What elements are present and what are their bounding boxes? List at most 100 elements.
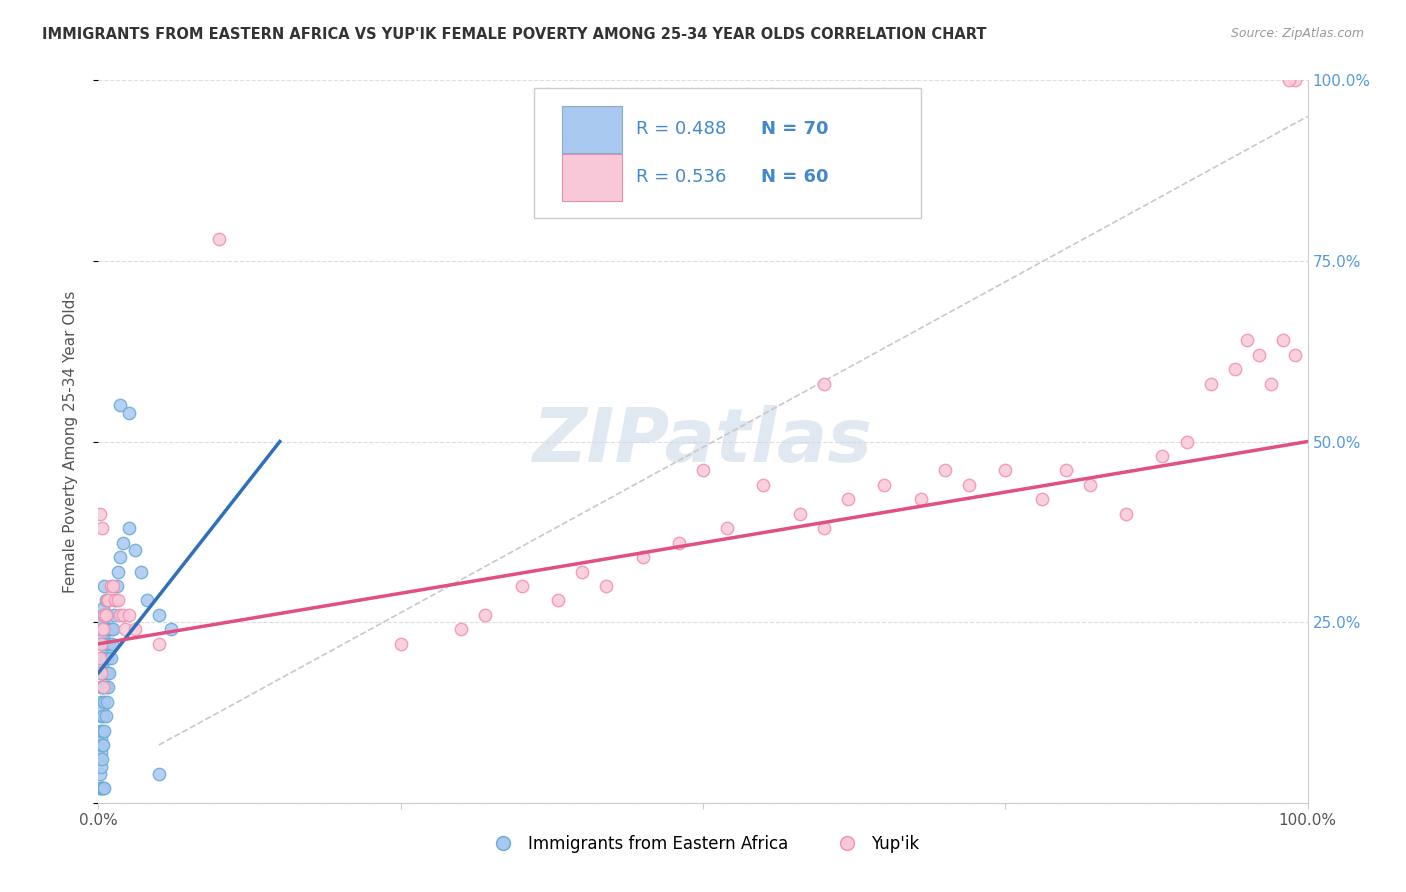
Point <box>135 593 157 607</box>
Point <box>91 600 114 615</box>
Point <box>114 623 136 637</box>
Point <box>96 695 118 709</box>
Point <box>752 478 775 492</box>
Text: R = 0.488: R = 0.488 <box>637 120 727 137</box>
Point <box>90 709 112 723</box>
Point <box>813 376 835 391</box>
Point <box>97 651 120 665</box>
Point <box>94 593 117 607</box>
Point <box>89 752 111 766</box>
Point <box>94 680 117 694</box>
Point <box>105 579 128 593</box>
Point <box>160 623 183 637</box>
Point <box>97 593 120 607</box>
Text: N = 60: N = 60 <box>761 168 828 186</box>
Point <box>100 623 122 637</box>
Point <box>91 615 114 630</box>
Point <box>100 579 122 593</box>
Point <box>91 723 114 738</box>
Point <box>111 535 134 549</box>
Y-axis label: Female Poverty Among 25-34 Year Olds: Female Poverty Among 25-34 Year Olds <box>63 291 77 592</box>
Point <box>101 623 124 637</box>
Point <box>1223 362 1246 376</box>
Point <box>91 781 114 796</box>
Point <box>1031 492 1053 507</box>
Point <box>90 680 112 694</box>
Text: N = 70: N = 70 <box>761 120 828 137</box>
Point <box>104 593 127 607</box>
Point <box>91 623 114 637</box>
Point <box>1272 334 1295 348</box>
Point <box>96 665 118 680</box>
Point <box>90 665 112 680</box>
Text: ZIPatlas: ZIPatlas <box>533 405 873 478</box>
Point <box>1054 463 1077 477</box>
Point <box>93 695 115 709</box>
Point <box>957 478 980 492</box>
Point <box>90 651 112 665</box>
Point <box>111 607 134 622</box>
Point <box>118 406 141 420</box>
Point <box>692 463 714 477</box>
Point <box>148 637 170 651</box>
Point <box>129 565 152 579</box>
Point <box>789 507 811 521</box>
Point <box>716 521 738 535</box>
Point <box>91 637 114 651</box>
Point <box>90 731 112 745</box>
Point <box>94 623 117 637</box>
Point <box>90 665 112 680</box>
Point <box>93 781 115 796</box>
Point <box>91 521 114 535</box>
Point <box>91 658 114 673</box>
Point <box>100 637 122 651</box>
Point <box>450 623 472 637</box>
Point <box>91 702 114 716</box>
Point <box>1199 376 1222 391</box>
Point <box>389 637 412 651</box>
Point <box>668 535 690 549</box>
Point <box>98 637 121 651</box>
Point <box>91 738 114 752</box>
Point <box>93 723 115 738</box>
Point <box>97 623 120 637</box>
Point <box>89 781 111 796</box>
Point <box>595 579 617 593</box>
Point <box>89 767 111 781</box>
Point <box>118 607 141 622</box>
FancyBboxPatch shape <box>561 154 621 201</box>
Point <box>91 680 114 694</box>
Point <box>93 607 115 622</box>
Point <box>910 492 932 507</box>
Point <box>1175 434 1198 449</box>
Point <box>108 398 131 412</box>
Point <box>97 680 120 694</box>
Point <box>934 463 956 477</box>
Point <box>108 550 131 565</box>
Point <box>94 709 117 723</box>
Point <box>93 607 115 622</box>
Point <box>89 723 111 738</box>
Point <box>1152 449 1174 463</box>
Point <box>91 709 114 723</box>
Point <box>104 593 127 607</box>
Point <box>103 607 125 622</box>
Point <box>571 565 593 579</box>
Text: IMMIGRANTS FROM EASTERN AFRICA VS YUP'IK FEMALE POVERTY AMONG 25-34 YEAR OLDS CO: IMMIGRANTS FROM EASTERN AFRICA VS YUP'IK… <box>42 27 987 42</box>
Text: Source: ZipAtlas.com: Source: ZipAtlas.com <box>1230 27 1364 40</box>
Point <box>813 521 835 535</box>
Point <box>90 781 112 796</box>
Point <box>91 752 114 766</box>
Point <box>89 507 111 521</box>
Point <box>1115 507 1137 521</box>
Point <box>1284 348 1306 362</box>
Point <box>107 565 129 579</box>
Point <box>994 463 1017 477</box>
Point <box>91 623 114 637</box>
Point <box>94 607 117 622</box>
Point <box>96 637 118 651</box>
Point <box>474 607 496 622</box>
Point <box>91 738 114 752</box>
Point <box>96 607 118 622</box>
Point <box>93 665 115 680</box>
